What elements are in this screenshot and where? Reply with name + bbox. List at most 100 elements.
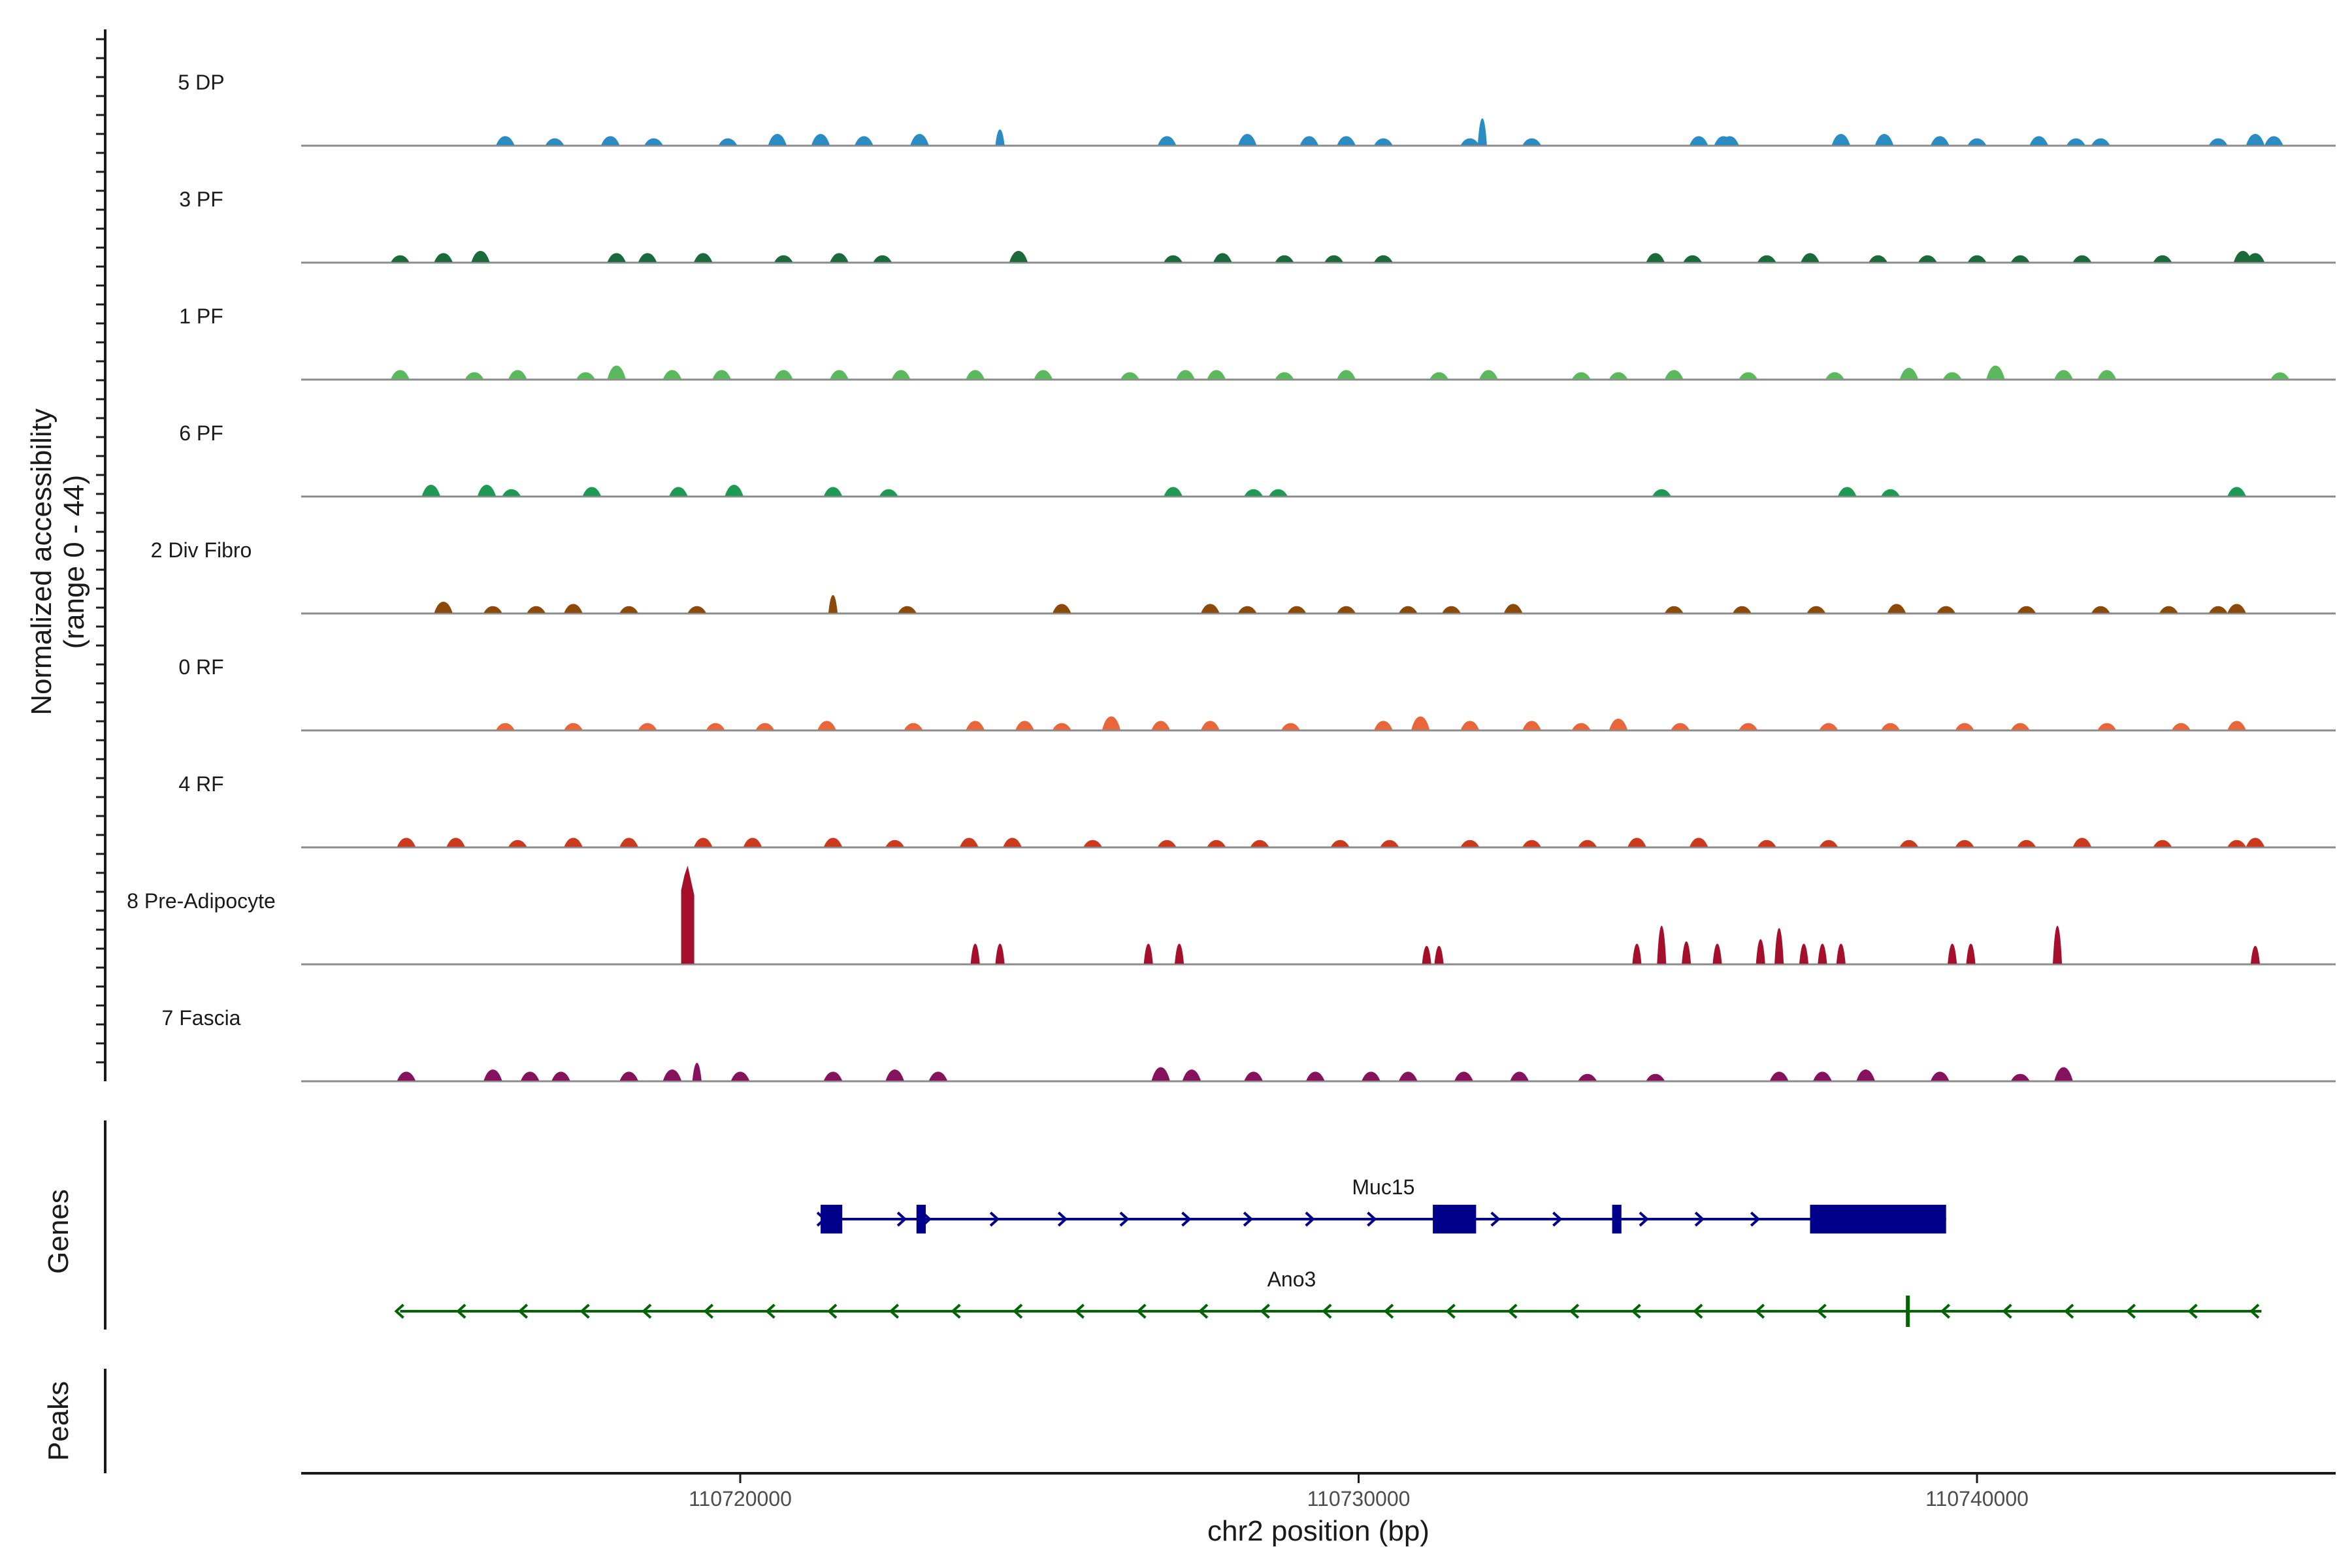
coverage-peak	[2054, 370, 2073, 379]
coverage-peak	[1422, 945, 1431, 964]
coverage-peak	[725, 484, 743, 496]
coverage-peak	[910, 133, 929, 145]
strand-arrow	[1490, 1211, 1501, 1227]
coverage-peak	[2159, 606, 2178, 613]
coverage-peak	[619, 606, 638, 613]
strand-arrow	[2125, 1303, 2136, 1319]
coverage-peak	[1053, 723, 1071, 730]
coverage-peak	[1164, 487, 1183, 496]
coverage-peak	[1083, 840, 1102, 847]
coverage-peak	[1299, 136, 1318, 145]
coverage-peak	[465, 372, 484, 379]
strand-arrow	[1119, 1211, 1130, 1227]
coverage-peak	[446, 838, 465, 847]
strand-arrow	[989, 1211, 1000, 1227]
gene-exon	[916, 1205, 926, 1233]
track-label: 0 RF	[178, 655, 223, 679]
x-axis-title: chr2 position (bp)	[1207, 1515, 1429, 1547]
coverage-peak	[855, 136, 874, 145]
track-label: 2 Div Fibro	[151, 538, 252, 562]
coverage-peak	[2011, 255, 2030, 262]
coverage-peak	[2209, 606, 2228, 613]
coverage-peak	[1875, 133, 1894, 145]
coverage-peak	[1460, 721, 1479, 730]
track-6-pf: 6 PF	[179, 421, 2336, 498]
track-7-fascia: 7 Fascia	[162, 1006, 2336, 1083]
coverage-peak	[694, 838, 713, 847]
coverage-peak	[1665, 606, 1684, 613]
coverage-peak	[546, 138, 564, 145]
coverage-peak	[1578, 840, 1597, 847]
coverage-peak	[885, 1069, 904, 1081]
coverage-peak	[774, 255, 793, 262]
strand-arrow	[1074, 1303, 1085, 1319]
coverage-peak	[1306, 1071, 1325, 1081]
coverage-peak	[1690, 136, 1708, 145]
track-label: 4 RF	[178, 772, 223, 796]
coverage-peak	[662, 370, 681, 379]
strand-arrow	[1639, 1211, 1649, 1227]
track-label: 8 Pre-Adipocyte	[127, 889, 276, 913]
coverage-peak	[995, 943, 1005, 964]
strand-arrow	[1694, 1211, 1705, 1227]
x-tick-label: 110730000	[1307, 1487, 1411, 1511]
coverage-peak	[1819, 723, 1838, 730]
strand-arrow	[1750, 1211, 1761, 1227]
coverage-peak	[2091, 606, 2110, 613]
coverage-peak	[619, 1071, 638, 1081]
coverage-peak	[1899, 840, 1918, 847]
track-1-pf: 1 PF	[179, 304, 2336, 381]
coverage-peak	[1275, 255, 1294, 262]
coverage-peak	[1632, 943, 1642, 964]
coverage-peak	[1281, 723, 1300, 730]
gene-exon	[1906, 1296, 1910, 1327]
gene-track: Muc15 Ano3	[394, 1175, 2262, 1327]
coverage-peak	[391, 370, 410, 379]
coverage-peak	[1948, 943, 1957, 964]
coverage-peak	[743, 838, 762, 847]
coverage-peak	[817, 721, 836, 730]
gene-exon	[1810, 1205, 1946, 1233]
coverage-peak	[1712, 943, 1722, 964]
coverage-peak	[1770, 1071, 1789, 1081]
strand-arrow	[827, 1303, 838, 1319]
strand-arrow	[1631, 1303, 1641, 1319]
coverage-peak	[1460, 138, 1479, 145]
coverage-peak	[582, 487, 601, 496]
coverage-peak	[607, 365, 626, 379]
coverage-peak	[1120, 372, 1139, 379]
coverage-peak	[1158, 840, 1177, 847]
coverage-peak	[1269, 489, 1288, 496]
coverage-peak	[1250, 840, 1269, 847]
coverage-peak	[1454, 1071, 1473, 1081]
coverage-peak	[1337, 606, 1356, 613]
coverage-peak	[719, 138, 738, 145]
coverage-peak	[483, 606, 502, 613]
coverage-peak	[391, 255, 410, 262]
coverage-peak	[731, 1071, 750, 1081]
track-label: 5 DP	[178, 71, 224, 94]
gene-exon	[1612, 1205, 1622, 1233]
coverage-peak	[1774, 928, 1784, 964]
coverage-peak	[1522, 721, 1541, 730]
coverage-peak	[1966, 943, 1976, 964]
coverage-peak	[1510, 1071, 1529, 1081]
coverage-peak	[1955, 723, 1974, 730]
coverage-peak	[2227, 487, 2246, 496]
track-4-rf: 4 RF	[178, 772, 2336, 849]
coverage-peak	[1690, 838, 1708, 847]
coverage-peak	[1657, 926, 1667, 964]
strand-arrow	[580, 1303, 590, 1319]
gene-label: Muc15	[1352, 1175, 1414, 1199]
coverage-peak	[774, 370, 793, 379]
gene-label: Ano3	[1267, 1267, 1316, 1291]
coverage-peak	[607, 253, 626, 262]
coverage-peak	[830, 253, 849, 262]
gene-exon	[821, 1205, 843, 1233]
strand-arrow	[896, 1211, 907, 1227]
coverage-peak	[1201, 721, 1220, 730]
strand-arrow	[703, 1303, 714, 1319]
coverage-peak	[1207, 840, 1226, 847]
coverage-peak	[1881, 489, 1900, 496]
